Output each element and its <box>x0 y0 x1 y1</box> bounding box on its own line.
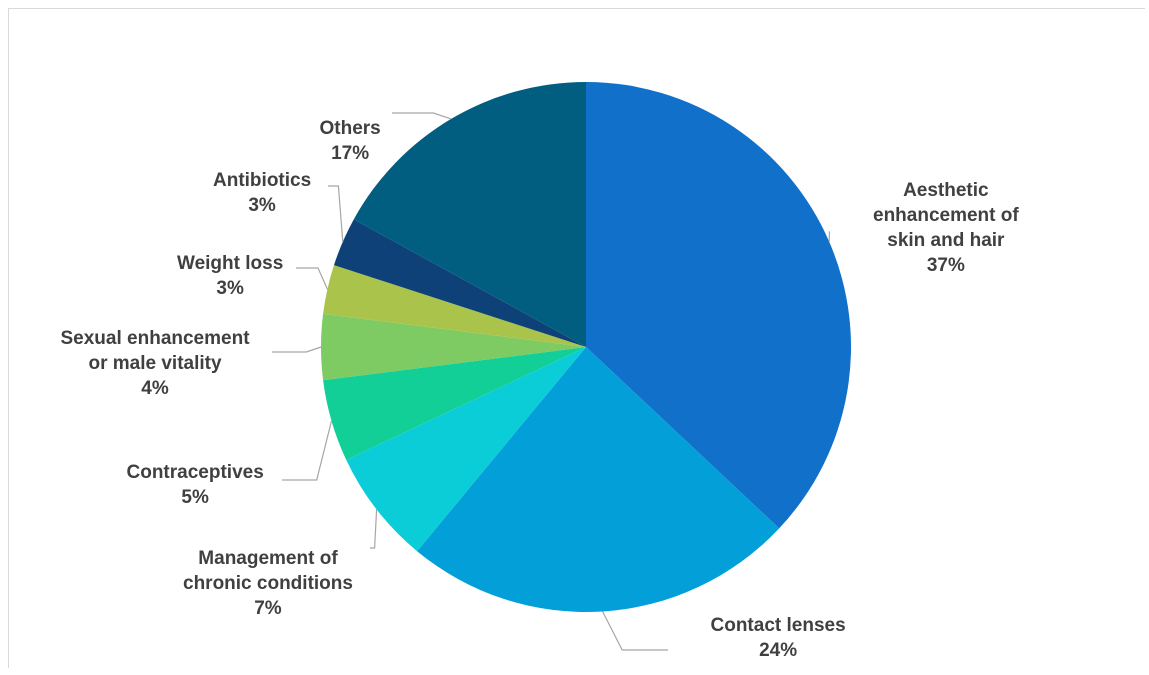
leader-line <box>282 420 333 481</box>
slice-percent: 3% <box>216 278 244 299</box>
leader-line <box>392 112 452 120</box>
slice-percent: 5% <box>181 487 209 508</box>
pie-slice <box>323 265 586 347</box>
slice-label-text: Others <box>319 118 381 139</box>
pie-slice <box>346 347 586 552</box>
slice-label: Contact lenses 24% <box>711 613 846 663</box>
leader-line <box>602 611 668 651</box>
slice-percent: 37% <box>926 255 965 276</box>
leader-line <box>828 231 830 242</box>
chart-area <box>8 8 1145 668</box>
slice-label-text: Antibiotics <box>213 170 312 191</box>
slice-label: Contraceptives 5% <box>127 460 264 510</box>
slice-label: Aesthetic enhancement of skin and hair 37% <box>873 178 1019 278</box>
leader-line <box>328 185 344 242</box>
slice-percent: 3% <box>248 195 276 216</box>
slice-label: Antibiotics 3% <box>213 168 311 218</box>
slice-label-text: Weight loss <box>177 253 284 274</box>
slice-percent: 4% <box>141 378 169 399</box>
slice-label-text: chronic conditions <box>183 573 353 594</box>
leader-line <box>370 509 378 549</box>
slice-label-text: Contact lenses <box>710 615 846 636</box>
slice-percent: 24% <box>759 640 798 661</box>
slice-label: Others 17% <box>320 116 381 166</box>
slice-label: Sexual enhancement or male vitality 4% <box>61 326 250 401</box>
pie-slice <box>333 219 586 347</box>
slice-label-text: skin and hair <box>887 230 1005 251</box>
slice-percent: 17% <box>331 143 370 164</box>
slice-label-text: Aesthetic <box>903 180 989 201</box>
pie-slice <box>353 82 586 347</box>
slice-label-text: Management of <box>198 548 338 569</box>
slice-label-text: enhancement of <box>873 205 1019 226</box>
slice-label: Weight loss 3% <box>177 251 283 301</box>
slice-label-text: Contraceptives <box>126 462 264 483</box>
slice-percent: 7% <box>254 598 282 619</box>
slice-label-text: Sexual enhancement <box>60 328 250 349</box>
leader-line <box>272 346 322 353</box>
slice-label-text: or male vitality <box>88 353 222 374</box>
pie-slice <box>586 82 851 529</box>
leader-line <box>296 267 328 290</box>
pie-slice <box>321 313 586 381</box>
pie-slice <box>417 347 780 613</box>
pie-slice <box>323 347 586 460</box>
slice-label: Management of chronic conditions 7% <box>183 546 353 621</box>
